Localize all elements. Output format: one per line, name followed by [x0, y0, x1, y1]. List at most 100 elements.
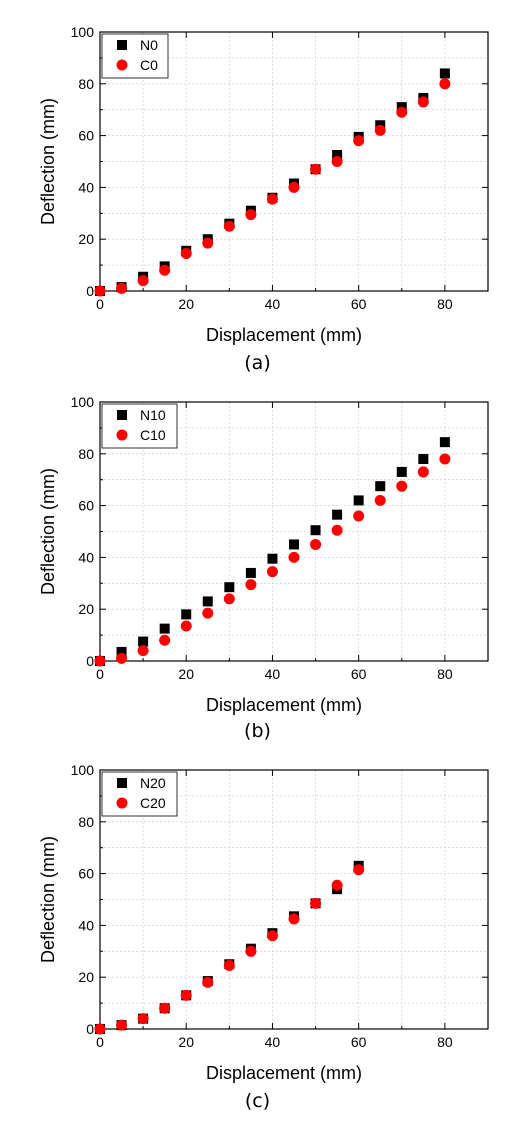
data-point-C10 — [245, 579, 257, 591]
y-tick-label: 100 — [71, 762, 95, 778]
data-point-C20 — [353, 864, 365, 876]
data-point-C20 — [266, 930, 278, 942]
x-tick-label: 60 — [351, 296, 367, 312]
data-point-N10 — [353, 495, 364, 506]
data-point-N10 — [310, 525, 321, 536]
y-tick-label: 40 — [78, 179, 94, 195]
data-point-C0 — [439, 78, 451, 90]
data-point-C0 — [180, 247, 192, 259]
data-point-C10 — [266, 566, 278, 578]
data-point-C0 — [266, 193, 278, 205]
data-point-C0 — [374, 124, 386, 136]
y-tick-label: 60 — [78, 866, 94, 882]
y-tick-label: 80 — [78, 446, 94, 462]
data-point-C10 — [202, 607, 214, 619]
chart-caption: (c) — [244, 1090, 271, 1112]
chart-panel-a: 0 20 40 60 80 0 20 40 60 80 100 Displacement (mm) De… — [0, 0, 515, 374]
data-point-C0 — [396, 106, 408, 118]
data-point-C20 — [223, 960, 235, 972]
legend-box — [101, 403, 178, 449]
x-tick-label: 20 — [178, 1034, 194, 1050]
data-point-C20 — [310, 897, 322, 909]
y-axis-label: Deflection (mm) — [38, 98, 58, 225]
data-point-C10 — [94, 655, 106, 667]
data-point-N10 — [375, 481, 386, 492]
chart-caption: (a) — [244, 352, 271, 374]
data-point-C20 — [331, 879, 343, 891]
x-tick-label: 40 — [265, 1034, 281, 1050]
data-point-C20 — [245, 945, 257, 957]
data-point-C0 — [310, 163, 322, 175]
data-point-C10 — [288, 551, 300, 563]
data-point-C10 — [180, 620, 192, 632]
data-point-C0 — [288, 181, 300, 193]
data-point-N10 — [116, 646, 127, 657]
y-tick-label: 60 — [78, 128, 94, 144]
data-point-N10 — [267, 553, 278, 564]
data-point-C10 — [374, 494, 386, 506]
data-point-C0 — [353, 135, 365, 147]
y-tick-label: 20 — [78, 231, 94, 247]
data-point-C0 — [417, 96, 429, 108]
data-point-C0 — [116, 282, 128, 294]
data-point-C10 — [116, 652, 128, 664]
data-point-N0 — [439, 68, 450, 79]
x-tick-label: 80 — [437, 1034, 453, 1050]
legend-marker-square — [117, 410, 127, 420]
legend-marker-circle — [116, 59, 128, 71]
data-point-C20 — [288, 913, 300, 925]
chart-panel-b: 0 20 40 60 80 0 20 40 60 80 100 Displacement (mm) De… — [0, 370, 515, 744]
data-point-C20 — [137, 1013, 149, 1025]
x-tick-label: 0 — [96, 1034, 104, 1050]
data-point-C10 — [439, 453, 451, 465]
y-tick-label: 40 — [78, 549, 94, 565]
data-point-C20 — [116, 1019, 128, 1031]
data-point-C20 — [159, 1002, 171, 1014]
y-tick-label: 0 — [86, 1021, 94, 1037]
data-point-N10 — [138, 636, 149, 647]
y-tick-label: 60 — [78, 498, 94, 514]
legend-label: N10 — [140, 407, 166, 423]
y-tick-label: 20 — [78, 969, 94, 985]
y-tick-label: 40 — [78, 917, 94, 933]
y-tick-label: 0 — [86, 653, 94, 669]
data-point-C10 — [310, 538, 322, 550]
data-point-N0 — [332, 150, 343, 161]
y-tick-label: 100 — [71, 24, 95, 40]
chart-caption: (b) — [244, 720, 271, 742]
chart-panel-c: 0 20 40 60 80 0 20 40 60 80 100 Displacement (mm) De… — [0, 738, 515, 1112]
y-tick-label: 100 — [71, 394, 95, 410]
legend-label: N20 — [140, 775, 166, 791]
legend-marker-circle — [116, 797, 128, 809]
legend-label: N0 — [140, 37, 158, 53]
x-tick-label: 60 — [351, 666, 367, 682]
data-point-C0 — [159, 264, 171, 276]
legend-label: C0 — [140, 57, 158, 73]
legend-box — [101, 33, 169, 79]
data-point-C0 — [223, 220, 235, 232]
data-point-C20 — [180, 989, 192, 1001]
chart-a: 0 20 40 60 80 0 20 40 60 80 100 Displacement (mm) De… — [38, 24, 489, 345]
y-tick-label: 0 — [86, 283, 94, 299]
y-tick-label: 80 — [78, 814, 94, 830]
legend-label: C20 — [140, 795, 166, 811]
legend-marker-square — [117, 778, 127, 788]
x-tick-label: 80 — [437, 296, 453, 312]
data-point-C10 — [417, 466, 429, 478]
x-tick-label: 60 — [351, 1034, 367, 1050]
data-point-C10 — [137, 645, 149, 657]
legend-box — [101, 771, 178, 817]
data-point-N10 — [289, 539, 299, 550]
y-tick-label: 80 — [78, 76, 94, 92]
data-point-N10 — [159, 623, 170, 634]
x-tick-label: 0 — [96, 296, 104, 312]
legend-label: C10 — [140, 427, 166, 443]
data-point-C0 — [202, 237, 214, 249]
legend-marker-circle — [116, 429, 128, 441]
x-axis-label: Displacement (mm) — [206, 695, 362, 715]
data-point-N10 — [439, 437, 450, 448]
data-point-C10 — [223, 593, 235, 605]
y-axis-label: Deflection (mm) — [38, 836, 58, 963]
x-axis-label: Displacement (mm) — [206, 325, 362, 345]
data-point-C10 — [159, 634, 171, 646]
